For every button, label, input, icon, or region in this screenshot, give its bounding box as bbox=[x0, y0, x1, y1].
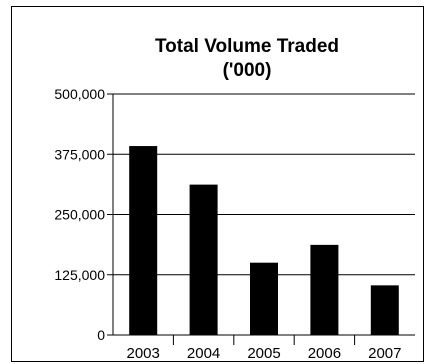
y-tick-label: 500,000 bbox=[54, 86, 105, 102]
gridlines bbox=[113, 93, 415, 276]
x-tick-label: 2007 bbox=[368, 345, 401, 362]
y-tick-label: 250,000 bbox=[54, 207, 105, 223]
bar-2004 bbox=[189, 184, 218, 335]
x-tick-label: 2005 bbox=[247, 345, 280, 362]
y-tick-label: 375,000 bbox=[54, 146, 105, 162]
x-tick-label: 2006 bbox=[308, 345, 341, 362]
x-axis: 2003 2004 2005 2006 2007 bbox=[113, 334, 415, 362]
chart-title: Total Volume Traded bbox=[155, 36, 339, 57]
bar-2005 bbox=[250, 262, 278, 335]
bar-2006 bbox=[310, 244, 339, 335]
bar-2003 bbox=[129, 146, 158, 335]
y-tick-label: 125,000 bbox=[54, 267, 105, 283]
y-axis: 0 125,000 250,000 375,000 500,000 bbox=[54, 86, 114, 343]
y-tick-label: 0 bbox=[97, 327, 105, 343]
x-tick-label: 2003 bbox=[127, 345, 160, 362]
x-tick-label: 2004 bbox=[187, 345, 220, 362]
chart-subtitle: ('000) bbox=[223, 60, 272, 81]
bars bbox=[129, 146, 399, 335]
bar-2007 bbox=[370, 285, 399, 335]
